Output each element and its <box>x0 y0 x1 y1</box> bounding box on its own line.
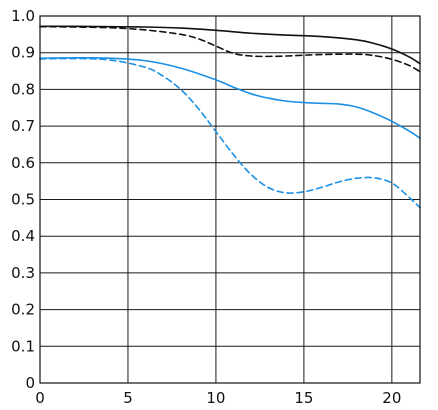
x-tick-label: 20 <box>382 389 401 407</box>
y-tick-label: 0.3 <box>11 264 35 282</box>
y-tick-label: 0.5 <box>11 191 35 209</box>
series-black-dashed-line <box>39 25 421 73</box>
y-tick-label: 0.4 <box>11 227 35 245</box>
y-axis-tick-labels: 0 0.1 0.2 0.3 0.4 0.5 0.6 0.7 0.8 0.9 1.0 <box>11 7 35 392</box>
x-tick-label: 15 <box>294 389 313 407</box>
y-tick-label: 0 <box>25 374 35 392</box>
y-tick-label: 0.6 <box>11 154 35 172</box>
plot-frame <box>39 15 421 384</box>
series-blue-dashed-line <box>39 57 421 209</box>
y-tick-label: 0.8 <box>11 80 35 98</box>
series-blue-solid-line <box>39 57 421 140</box>
grid-layer <box>39 15 420 384</box>
x-tick-label: 10 <box>206 389 225 407</box>
y-tick-label: 0.9 <box>11 44 35 62</box>
y-tick-label: 1.0 <box>11 7 35 25</box>
series-black-solid-line <box>39 25 421 65</box>
x-tick-label: 0 <box>35 389 45 407</box>
x-tick-label: 5 <box>123 389 133 407</box>
series-layer <box>39 25 421 209</box>
y-tick-label: 0.2 <box>11 301 35 319</box>
y-tick-label: 0.7 <box>11 117 35 135</box>
x-axis-tick-labels: 0 5 10 15 20 <box>35 389 401 407</box>
y-tick-label: 0.1 <box>11 337 35 355</box>
